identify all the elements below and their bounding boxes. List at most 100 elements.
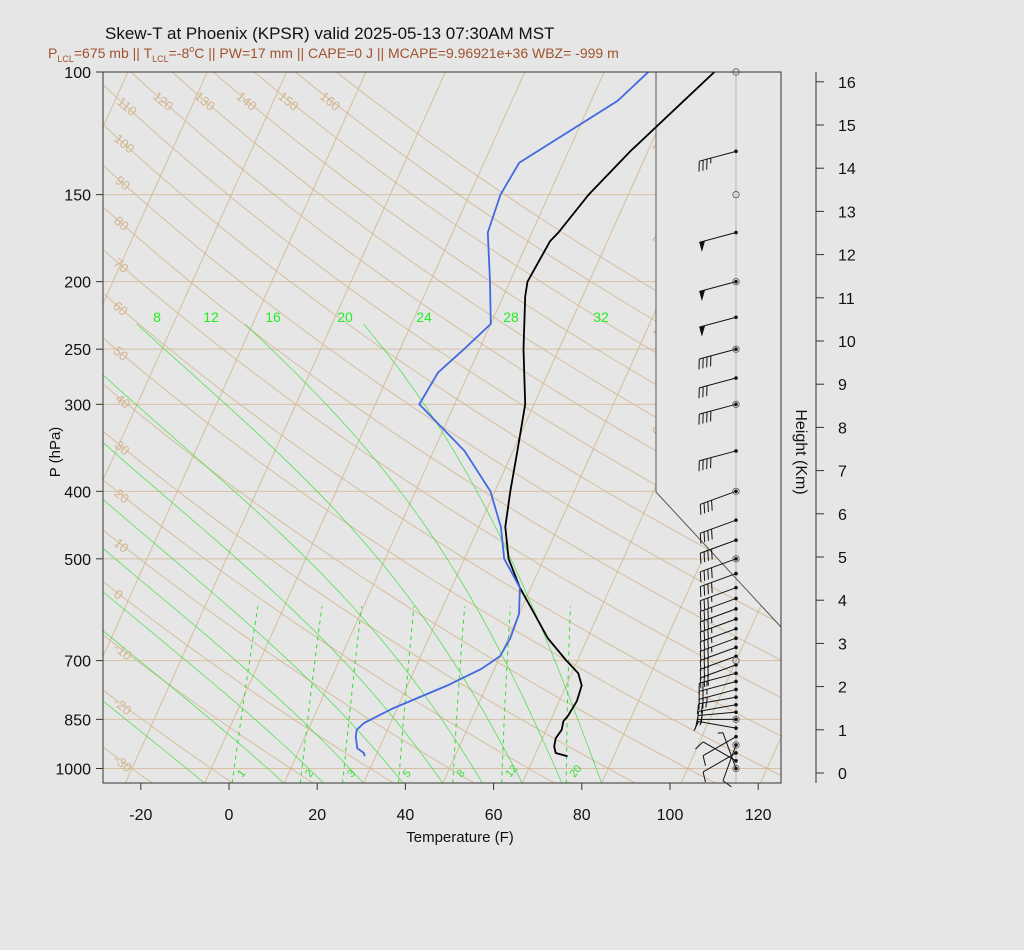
chart-title: Skew-T at Phoenix (KPSR) valid 2025-05-1… bbox=[105, 24, 554, 43]
barb-flag bbox=[707, 629, 709, 640]
barb-flag bbox=[699, 641, 702, 653]
height-tick-label: 15 bbox=[838, 118, 856, 135]
p-tick-label: 500 bbox=[64, 552, 91, 569]
height-tick-label: 0 bbox=[838, 766, 847, 783]
height-tick-label: 8 bbox=[838, 420, 847, 437]
barb-flag bbox=[711, 567, 713, 579]
wetbulb-label: 12 bbox=[203, 309, 219, 325]
wind-barb bbox=[698, 671, 738, 694]
barb-flag bbox=[707, 597, 709, 609]
height-tick-label: 11 bbox=[838, 291, 855, 308]
barb-flag bbox=[699, 611, 702, 622]
calm-marker bbox=[732, 345, 740, 353]
barb-flag bbox=[699, 600, 702, 612]
wind-barb bbox=[699, 585, 738, 612]
barb-pennant bbox=[699, 289, 706, 302]
height-tick-label: 5 bbox=[838, 550, 847, 567]
barb-flag bbox=[699, 553, 702, 564]
barb-staff bbox=[702, 736, 737, 757]
barb-staff bbox=[722, 732, 737, 769]
isotherm-line bbox=[197, 72, 533, 783]
barb-station-dot bbox=[734, 347, 738, 351]
height-tick-label: 7 bbox=[838, 464, 847, 481]
wetbulb-label: 24 bbox=[416, 309, 432, 325]
barb-flag bbox=[707, 666, 709, 677]
barb-station-dot bbox=[734, 315, 738, 320]
barb-flag bbox=[703, 667, 706, 679]
barb-flag bbox=[703, 610, 706, 621]
mixing-ratio-line bbox=[501, 606, 511, 783]
calm-marker bbox=[732, 555, 740, 563]
height-tick-label: 14 bbox=[838, 161, 856, 178]
barb-staff bbox=[700, 519, 737, 534]
moist-adiabat-line bbox=[103, 323, 285, 783]
barb-station-dot bbox=[734, 626, 738, 631]
barb-flag bbox=[707, 550, 709, 561]
barb-flag bbox=[700, 710, 704, 722]
wetbulb-label: 16 bbox=[265, 309, 281, 325]
barb-station-dot bbox=[734, 557, 738, 561]
barb-flag bbox=[699, 651, 702, 662]
barb-station-dot bbox=[734, 489, 738, 494]
isotherm-line bbox=[356, 72, 691, 783]
barb-flag bbox=[707, 619, 709, 630]
dry-adiabat-line bbox=[103, 72, 499, 783]
wind-barb bbox=[699, 626, 738, 653]
barb-station-dot bbox=[734, 149, 738, 154]
dry-adiabat-line bbox=[103, 72, 255, 783]
barb-flag bbox=[703, 649, 706, 661]
moist-adiabat-line bbox=[244, 323, 563, 783]
barb-staff bbox=[702, 741, 737, 762]
dry-adiabat-line bbox=[103, 72, 781, 783]
barb-flag bbox=[707, 530, 709, 541]
barb-flag bbox=[711, 582, 713, 593]
wind-barb bbox=[722, 743, 738, 788]
mixing-ratio-line bbox=[398, 606, 415, 783]
height-tick-label: 3 bbox=[838, 636, 847, 653]
wetbulb-label: 32 bbox=[593, 309, 609, 325]
barb-staff bbox=[699, 680, 737, 692]
barb-flag bbox=[707, 648, 709, 659]
barb-station-dot bbox=[734, 671, 738, 676]
dry-adiabat-line bbox=[103, 72, 781, 783]
dewpoint-line bbox=[354, 72, 649, 757]
calm-marker bbox=[732, 278, 740, 286]
barb-station-dot bbox=[734, 617, 738, 621]
barb-staff bbox=[699, 232, 737, 243]
moist-adiabat-line bbox=[363, 323, 602, 783]
height-tick-label: 16 bbox=[838, 75, 856, 92]
p-tick-label: 700 bbox=[64, 654, 91, 671]
wind-barb bbox=[702, 751, 738, 783]
height-axis-label: Height (Km) bbox=[792, 409, 809, 494]
wetbulb-label: 20 bbox=[337, 309, 353, 325]
barb-flag bbox=[700, 703, 704, 714]
barb-flag bbox=[707, 657, 709, 669]
chart-subtitle: PLCL=675 mb || TLCL=-8oC || PW=17 mm || … bbox=[48, 44, 619, 64]
barb-half-flag bbox=[705, 702, 707, 708]
barb-station-dot bbox=[734, 279, 738, 284]
barb-staff bbox=[700, 664, 737, 679]
barb-staff bbox=[699, 688, 737, 700]
wind-barb bbox=[699, 489, 738, 515]
barb-staff bbox=[699, 150, 737, 162]
barb-station-dot bbox=[734, 751, 738, 755]
barb-station-dot bbox=[734, 607, 738, 611]
wind-barb bbox=[699, 607, 738, 633]
barb-staff bbox=[698, 721, 737, 729]
moist-adiabat-line bbox=[103, 323, 205, 783]
barb-staff bbox=[699, 316, 737, 328]
barb-staff bbox=[700, 558, 737, 573]
wind-barb bbox=[699, 636, 738, 662]
barb-station-dot bbox=[734, 734, 738, 739]
wind-barb bbox=[699, 518, 738, 544]
barb-station-dot bbox=[734, 766, 738, 771]
dry-adiabat-line bbox=[103, 72, 663, 783]
barb-flag bbox=[696, 703, 700, 715]
moist-adiabat-line bbox=[136, 323, 523, 783]
barb-flag bbox=[703, 640, 706, 651]
dry-adiabat-line bbox=[103, 72, 581, 783]
dry-adiabat-line bbox=[103, 72, 781, 783]
p-tick-label: 100 bbox=[64, 65, 91, 82]
height-tick-label: 2 bbox=[838, 680, 847, 697]
